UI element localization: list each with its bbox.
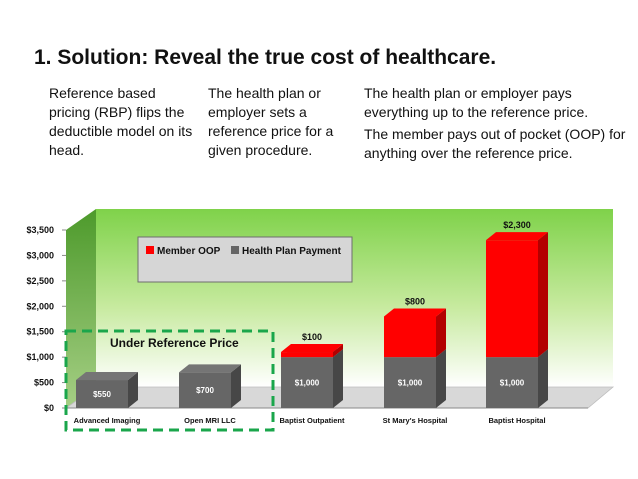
y-tick-label: $3,000 <box>26 250 54 260</box>
bar-front-face <box>384 316 436 358</box>
y-tick-label: $2,000 <box>26 301 54 311</box>
bar-side-face <box>231 364 241 408</box>
bar-value-label: $1,000 <box>398 379 423 388</box>
y-tick-label: $1,000 <box>26 352 54 362</box>
legend-label-health-plan-payment: Health Plan Payment <box>242 246 342 257</box>
legend-box <box>137 236 353 283</box>
bar-baptist-outpatient-member-oop: $100 <box>281 332 343 358</box>
bar-front-face <box>486 240 538 358</box>
bar-side-face <box>333 344 343 358</box>
legend-label-member-oop: Member OOP <box>157 246 221 257</box>
bar-st-mary-s-hospital-member-oop: $800 <box>384 296 446 358</box>
y-tick-label: $500 <box>34 378 54 388</box>
bar-value-label: $800 <box>405 296 425 306</box>
bar-top-face <box>76 372 138 381</box>
slide-title: 1. Solution: Reveal the true cost of hea… <box>34 46 497 69</box>
bar-top-face <box>281 344 343 353</box>
y-tick-label: $2,500 <box>26 276 54 286</box>
bar-value-label: $1,000 <box>295 379 320 388</box>
bar-baptist-outpatient-health-plan-payment: $1,000 <box>281 349 343 408</box>
text-reference-price: The health plan or employer sets a refer… <box>208 85 334 158</box>
bar-value-label: $100 <box>302 332 322 342</box>
under-reference-price-label: Under Reference Price <box>110 336 239 350</box>
bar-top-face <box>384 308 446 317</box>
bar-front-face <box>281 357 333 408</box>
text-plan-pays: The health plan or employer pays everyth… <box>364 85 589 120</box>
text-member-pays: The member pays out of pocket (OOP) for … <box>364 126 626 161</box>
chart-side-wall <box>66 209 96 408</box>
stacked-bar-chart: $0 $500 $1,000 $1,500 $2,000 $2,500 $3,000 $3,5… <box>26 209 615 432</box>
bar-top-face <box>486 232 548 241</box>
bar-front-face <box>486 357 538 408</box>
legend-swatch-member-oop <box>146 246 154 254</box>
bar-advanced-imaging-health-plan-payment: $550 <box>76 372 138 408</box>
bar-side-face <box>538 232 548 358</box>
bar-st-mary-s-hospital-health-plan-payment: $1,000 <box>384 349 446 408</box>
bar-value-label: $1,000 <box>500 379 525 388</box>
bar-value-label: $2,300 <box>503 220 531 230</box>
bar-baptist-hospital-member-oop: $2,300 <box>486 220 548 358</box>
x-tick-label: Open MRI LLC <box>184 416 236 425</box>
bar-baptist-hospital-health-plan-payment: $1,000 <box>486 349 548 408</box>
text-rbp-description: Reference based pricing (RBP) flips the … <box>49 85 193 158</box>
y-tick-label: $1,500 <box>26 327 54 337</box>
bar-side-face <box>128 372 138 408</box>
bar-front-face <box>76 380 128 408</box>
legend-swatch-health-plan-payment <box>231 246 239 254</box>
bar-side-face <box>538 349 548 408</box>
legend: Member OOP Health Plan Payment <box>137 236 353 283</box>
bar-top-face <box>179 364 241 373</box>
bar-side-face <box>333 349 343 408</box>
bar-front-face <box>384 357 436 408</box>
bar-side-face <box>436 308 446 358</box>
bar-value-label: $550 <box>93 390 111 399</box>
bar-value-label: $700 <box>196 386 214 395</box>
x-tick-label: St Mary's Hospital <box>383 416 448 425</box>
bar-front-face <box>281 352 333 358</box>
bar-side-face <box>436 349 446 408</box>
y-tick-label: $3,500 <box>26 225 54 235</box>
y-tick-label: $0 <box>44 403 54 413</box>
x-tick-label: Baptist Hospital <box>488 416 545 425</box>
under-reference-price-box <box>64 329 275 432</box>
x-tick-label: Advanced Imaging <box>74 416 141 425</box>
x-tick-label: Baptist Outpatient <box>280 416 346 425</box>
bar-front-face <box>179 372 231 408</box>
bar-open-mri-llc-health-plan-payment: $700 <box>179 364 241 408</box>
